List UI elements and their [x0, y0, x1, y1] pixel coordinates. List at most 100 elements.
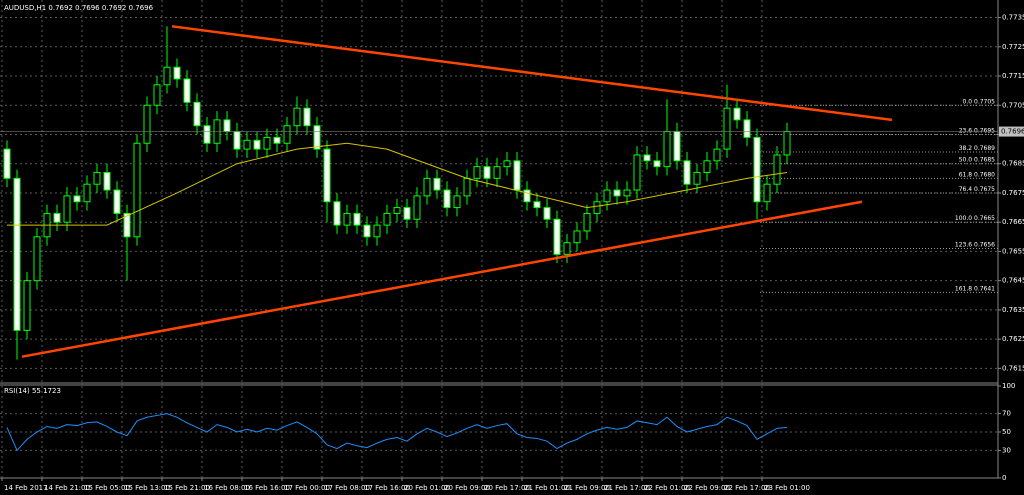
candle-body: [573, 230, 581, 244]
fib-price: 0.7675: [974, 185, 995, 192]
x-tick-label: 16 Feb 08:00: [204, 484, 250, 492]
rsi-y-tick-label: 30: [1002, 446, 1011, 454]
candle-body: [513, 160, 521, 191]
y-tick-label: 0.7735: [1002, 14, 1024, 22]
rsi-y-tick-label: 0: [1002, 474, 1006, 482]
candle-body: [663, 131, 671, 168]
candle-body: [413, 195, 421, 220]
candle-body: [13, 177, 21, 331]
candle-body: [553, 218, 561, 255]
candle-body: [133, 142, 141, 238]
fib-level: 50.0: [959, 156, 973, 163]
candle-body: [223, 119, 231, 133]
fib-price: 0.7695: [974, 127, 995, 134]
candle-body: [183, 78, 191, 103]
rsi-line: [6, 413, 788, 452]
candle-body: [353, 212, 361, 226]
candle-body: [383, 212, 391, 226]
candle-body: [273, 136, 281, 144]
y-tick-label: 0.7685: [1002, 160, 1024, 168]
fib-price: 0.7680: [974, 171, 995, 178]
rsi-label: RSI(14) 55.1723: [4, 387, 61, 395]
candle-body: [143, 104, 151, 144]
fib-price: 0.7689: [974, 145, 995, 152]
x-tick-label: 16 Feb 16:00: [244, 484, 290, 492]
trend-line: [171, 25, 893, 122]
candle-body: [403, 207, 411, 220]
candle-body: [73, 195, 81, 203]
y-tick-label: 0.7725: [1002, 43, 1024, 51]
y-tick-label: 0.7655: [1002, 247, 1024, 255]
candle-body: [613, 189, 621, 197]
fib-level-label: 38.2 0.7689: [959, 145, 995, 152]
candle-body: [53, 212, 61, 223]
fib-price: 0.7665: [974, 215, 995, 222]
fib-level: 123.6: [955, 241, 972, 248]
fib-price: 0.7705: [974, 98, 995, 105]
fib-level-label: 50.0 0.7685: [959, 156, 995, 163]
candle-body: [533, 201, 541, 209]
x-tick-label: 21 Feb 01:00: [524, 484, 570, 492]
candle-body: [193, 101, 201, 127]
fib-level: 161.8: [955, 285, 972, 292]
candle-body: [593, 201, 601, 214]
candle-body: [763, 183, 771, 203]
candle-body: [773, 154, 781, 185]
x-tick-label: 14 Feb 2017: [4, 484, 48, 492]
candle-body: [363, 224, 371, 238]
candle-body: [603, 189, 611, 203]
candle-body: [473, 166, 481, 179]
candle-body: [333, 201, 341, 226]
candle-body: [253, 139, 261, 150]
x-tick-label: 15 Feb 05:00: [84, 484, 130, 492]
fib-level: 76.4: [959, 185, 973, 192]
x-tick-label: 17 Feb 08:00: [324, 484, 370, 492]
candle-body: [283, 125, 291, 144]
candle-body: [783, 131, 791, 156]
x-tick-label: 21 Feb 09:00: [564, 484, 610, 492]
x-tick-label: 22 Feb 01:00: [644, 484, 690, 492]
candle-body: [453, 195, 461, 209]
candle-body: [733, 107, 741, 121]
fib-level-label: 0.0 0.7705: [963, 98, 996, 105]
fib-level: 0.0: [963, 98, 973, 105]
candle-body: [423, 177, 431, 197]
candle-body: [203, 125, 211, 144]
trend-line: [21, 200, 863, 358]
fib-price: 0.7685: [974, 156, 995, 163]
candle-body: [323, 148, 331, 203]
candle-body: [643, 154, 651, 162]
fib-level-label: 23.6 0.7695: [959, 127, 995, 134]
fib-price: 0.7656: [974, 241, 995, 248]
candle-body: [3, 148, 11, 179]
candle-body: [243, 139, 251, 150]
candle-body: [503, 160, 511, 168]
candle-body: [103, 171, 111, 191]
y-tick-label: 0.7625: [1002, 335, 1024, 343]
candle-body: [373, 224, 381, 238]
candle-body: [633, 154, 641, 191]
candle-body: [113, 189, 121, 214]
candle-body: [653, 160, 661, 168]
fib-level: 38.2: [959, 145, 973, 152]
candle-body: [313, 125, 321, 150]
x-tick-label: 20 Feb 09:00: [444, 484, 490, 492]
candle-body: [163, 66, 171, 86]
y-tick-label: 0.7635: [1002, 306, 1024, 314]
x-tick-label: 15 Feb 21:00: [164, 484, 210, 492]
candle-body: [623, 189, 631, 197]
fib-level-label: 100.0 0.7665: [955, 215, 995, 222]
candle-body: [583, 212, 591, 232]
fib-level-label: 161.8 0.7641: [955, 285, 995, 292]
candle-body: [293, 107, 301, 127]
x-tick-label: 17 Feb 16:00: [364, 484, 410, 492]
fib-level-label: 123.6 0.7656: [955, 241, 995, 248]
candle-body: [723, 107, 731, 150]
candle-body: [703, 160, 711, 173]
candle-body: [693, 171, 701, 185]
x-tick-label: 14 Feb 21:00: [44, 484, 90, 492]
y-tick-label: 0.7665: [1002, 218, 1024, 226]
candle-body: [393, 207, 401, 214]
x-tick-label: 20 Feb 17:00: [484, 484, 530, 492]
